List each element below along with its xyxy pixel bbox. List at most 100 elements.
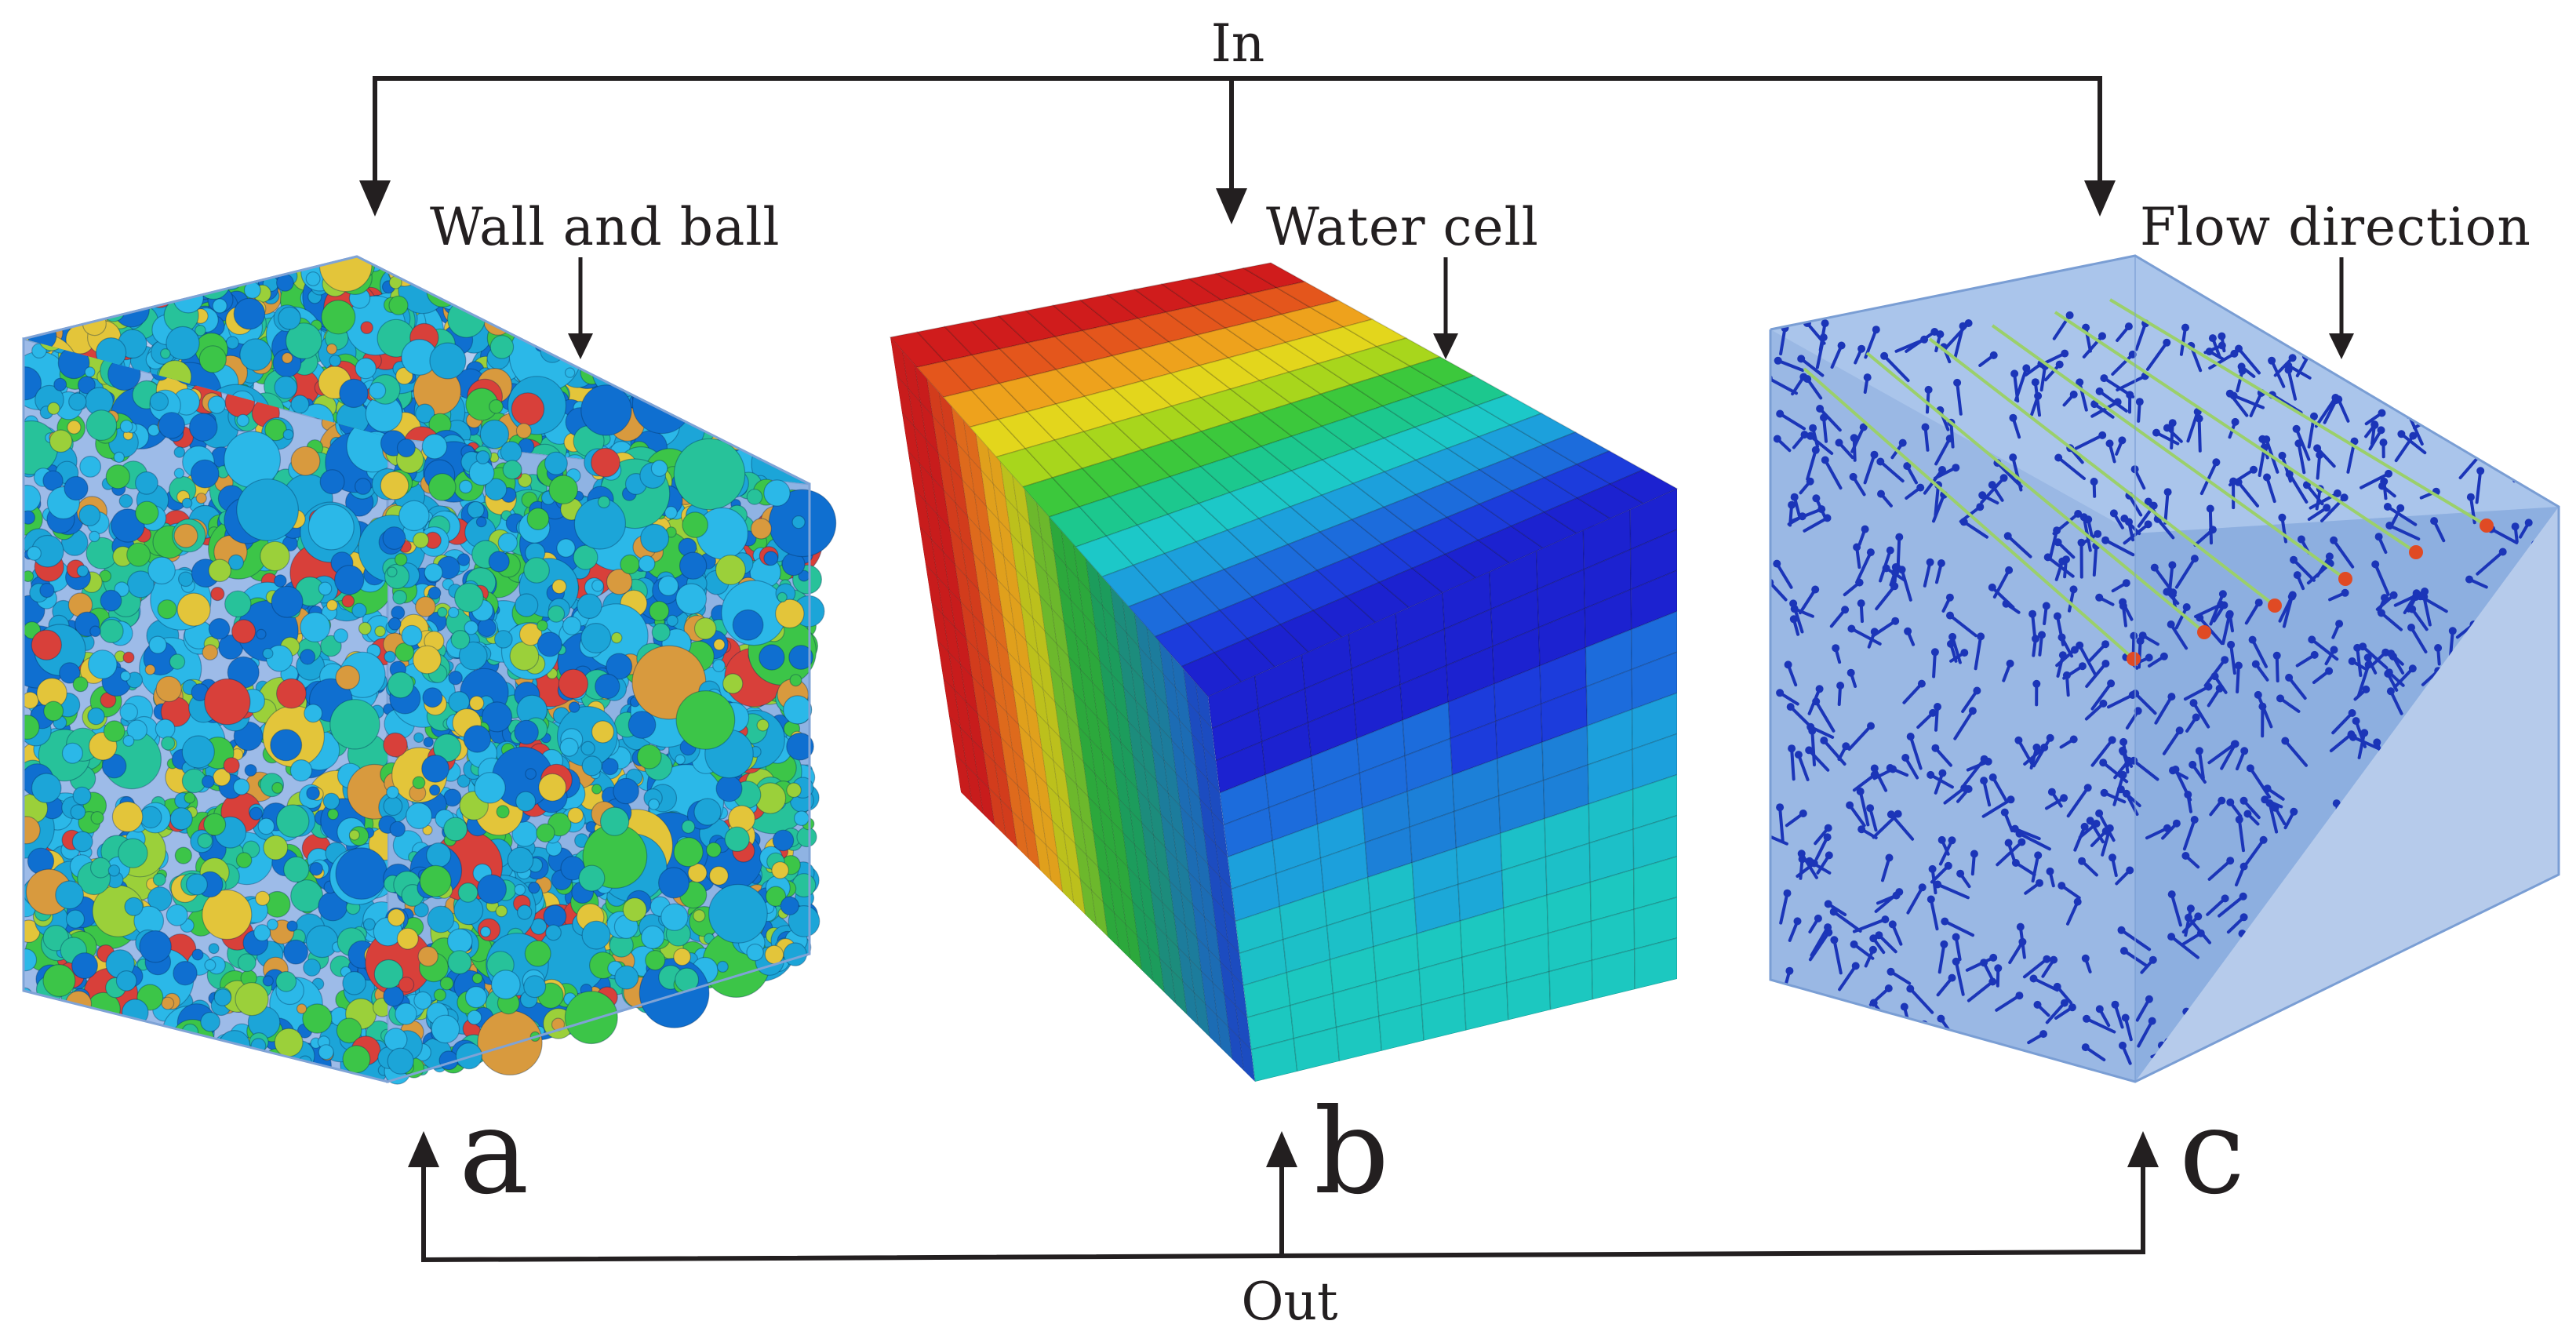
ball [685,348,719,383]
ball [135,500,159,526]
vector-head [2034,851,2043,860]
ball [641,298,675,333]
ball [489,398,504,414]
ball [329,354,341,367]
vector-head [2505,913,2514,921]
ball [771,340,803,372]
ball [707,278,732,304]
ball [549,317,562,330]
ball [73,1060,94,1081]
ball [426,842,452,868]
ball [763,479,791,507]
velocity-vector [2513,981,2525,1013]
ball [200,1011,220,1032]
ball [545,278,603,336]
ball [424,562,443,582]
vector-head [2218,590,2227,599]
ball [223,757,240,774]
ball [467,1010,482,1025]
ball [122,281,141,301]
ball [772,829,795,852]
ball [228,1049,252,1072]
ball [581,920,611,950]
ball [774,439,795,460]
vector-head [2031,378,2039,387]
ball [24,997,60,1043]
ball [682,311,714,343]
ball [454,282,468,296]
ball [286,920,298,932]
ball [723,333,795,405]
ball [632,260,664,292]
ball [554,329,574,349]
ball [342,1045,371,1074]
ball [53,377,67,391]
vector-head [2407,624,2415,631]
ball [348,829,360,841]
ball [774,599,805,629]
ball [760,344,791,375]
ball [697,388,730,420]
ball [635,381,652,398]
vector-head [2060,794,2068,802]
ball [421,257,449,282]
ball [197,263,209,275]
ball [753,274,779,300]
ball [45,1006,64,1024]
ball [119,420,133,433]
ball [406,802,433,830]
vector-head [2119,1041,2127,1050]
ball [640,925,665,949]
ball [647,265,683,301]
ball [495,904,508,918]
ball [412,776,426,790]
vector-head [1953,378,1962,387]
ball [796,359,808,371]
ball [693,389,729,425]
ball [762,393,782,413]
ball [779,257,795,270]
vector-head [1817,505,1826,514]
ball [452,257,469,272]
ball [24,1004,48,1035]
ball [169,807,193,831]
ball [149,391,169,412]
ball [188,413,218,442]
ball [726,264,738,275]
ball [771,861,789,879]
ball [514,883,526,896]
vector-head [2130,756,2138,765]
ball [45,273,78,305]
ball [387,617,402,631]
vector-head [2467,962,2476,970]
ball [122,1032,141,1052]
ball [536,276,566,307]
ball [768,289,783,304]
ball [682,321,702,341]
ball [582,292,597,307]
ball [108,274,145,311]
ball [89,530,100,543]
ball [764,944,784,965]
ball [759,644,785,671]
ball [112,1042,136,1065]
ball [274,376,298,399]
vector-head [2119,748,2127,756]
out-arrow-a [408,1131,439,1167]
ball [718,369,755,406]
ball [246,1066,267,1082]
ball [607,290,633,316]
ball [387,908,406,927]
caption-b-arrowhead [1433,333,1458,359]
ball [24,1042,42,1060]
ball [147,556,176,585]
ball [489,297,504,311]
ball [166,1054,181,1069]
ball [543,904,567,929]
ball [730,315,755,340]
ball [202,1061,214,1073]
ball [488,551,510,573]
ball [517,904,533,920]
ball [256,628,267,640]
ball [118,838,148,868]
